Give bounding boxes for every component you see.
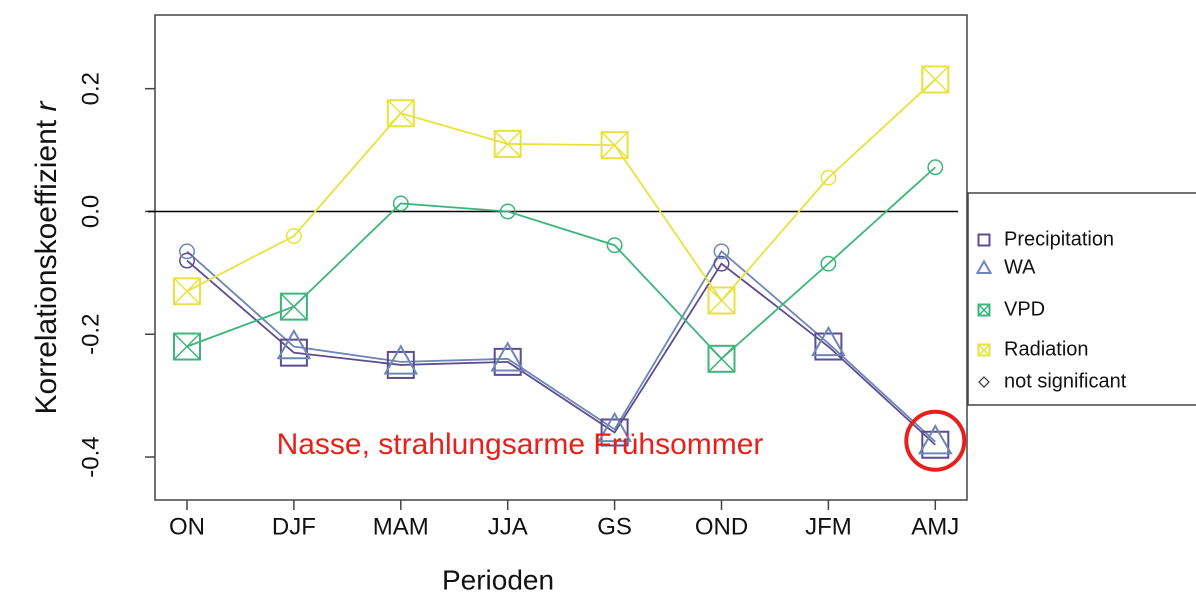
marker: [707, 286, 736, 315]
marker-square: [386, 99, 415, 128]
marker: [493, 129, 522, 158]
y-tick-label: 0.0: [77, 195, 104, 228]
marker: [917, 424, 953, 455]
marker: [921, 65, 950, 94]
marker: [921, 430, 950, 459]
marker: [927, 159, 944, 176]
marker-cross: [173, 277, 201, 305]
marker: [811, 325, 846, 357]
y-axis-label: Korrelationskoeffizient r: [30, 101, 63, 415]
marker-square: [173, 277, 201, 306]
marker: [490, 341, 526, 372]
marker: [493, 347, 522, 376]
marker: [977, 233, 991, 247]
marker: [392, 195, 409, 212]
series-line: [186, 166, 936, 361]
legend-label: not significant: [1004, 370, 1127, 392]
marker-cross: [601, 131, 629, 159]
marker-cross: [387, 99, 415, 127]
marker-cross: [280, 293, 308, 321]
marker: [499, 203, 516, 220]
marker-square: [921, 65, 950, 94]
marker: [173, 332, 201, 361]
y-tick-label: -0.4: [77, 436, 104, 477]
y-tick-label: -0.2: [77, 314, 104, 355]
marker: [173, 277, 201, 306]
legend-marker: [978, 376, 990, 388]
series-line: [186, 259, 936, 446]
y-axis-label-text: Korrelationskoeffizient: [30, 119, 63, 414]
marker-square: [814, 332, 843, 361]
marker: [597, 411, 632, 443]
x-tick-label: OND: [695, 513, 748, 540]
marker-square: [921, 430, 950, 459]
marker: [386, 350, 415, 379]
legend-label: Precipitation: [1004, 228, 1114, 250]
x-tick-label: DJF: [272, 513, 316, 540]
marker: [600, 131, 629, 160]
marker: [606, 237, 623, 254]
marker-square: [977, 343, 991, 357]
marker-square: [707, 286, 736, 315]
annotation: Nasse, strahlungsarme Frühsommer: [277, 428, 764, 461]
marker-square: [600, 418, 629, 447]
marker: [713, 243, 730, 260]
legend-label: WA: [1004, 256, 1036, 278]
legend-label: Radiation: [1004, 338, 1089, 360]
marker: [814, 332, 843, 361]
marker-square: [493, 347, 522, 376]
marker: [975, 259, 993, 274]
x-tick-label: JJA: [488, 513, 528, 540]
marker: [600, 418, 629, 447]
marker-cross: [707, 286, 736, 315]
marker-square: [707, 344, 736, 373]
marker-square: [173, 332, 201, 361]
marker: [285, 228, 302, 244]
x-tick-label: AMJ: [911, 513, 959, 540]
marker: [820, 169, 837, 186]
marker: [820, 255, 837, 272]
marker-cross: [707, 345, 736, 373]
y-axis-label-var: r: [30, 101, 63, 112]
marker-cross: [977, 303, 991, 317]
x-tick-label: MAM: [373, 513, 429, 540]
x-tick-label: ON: [169, 513, 205, 540]
y-tick-label: 0.2: [77, 72, 104, 105]
highlight-circle: [904, 409, 967, 472]
marker: [383, 344, 419, 375]
marker: [386, 99, 415, 128]
marker: [977, 303, 991, 317]
legend-label: VPD: [1004, 298, 1045, 320]
marker-square: [977, 233, 991, 247]
marker: [179, 243, 195, 260]
marker-square: [493, 129, 522, 158]
marker: [707, 344, 736, 373]
legend-box: [967, 192, 1196, 406]
marker-square: [386, 350, 415, 379]
series-line: [186, 78, 936, 302]
plot-frame: [154, 14, 968, 501]
series-line: [186, 249, 936, 443]
marker: [179, 252, 195, 269]
marker-square: [600, 131, 629, 160]
marker: [713, 255, 730, 272]
x-axis-label: Perioden: [442, 564, 554, 595]
marker-square: [977, 303, 991, 317]
x-tick-label: GS: [597, 513, 632, 540]
marker: [977, 343, 991, 357]
marker-cross: [494, 130, 522, 158]
x-tick-label: JFM: [805, 513, 852, 540]
marker-square: [279, 292, 308, 321]
marker-cross: [921, 65, 949, 93]
marker-cross: [173, 332, 201, 361]
marker: [276, 328, 312, 360]
marker: [279, 292, 308, 321]
marker-cross: [977, 343, 991, 357]
